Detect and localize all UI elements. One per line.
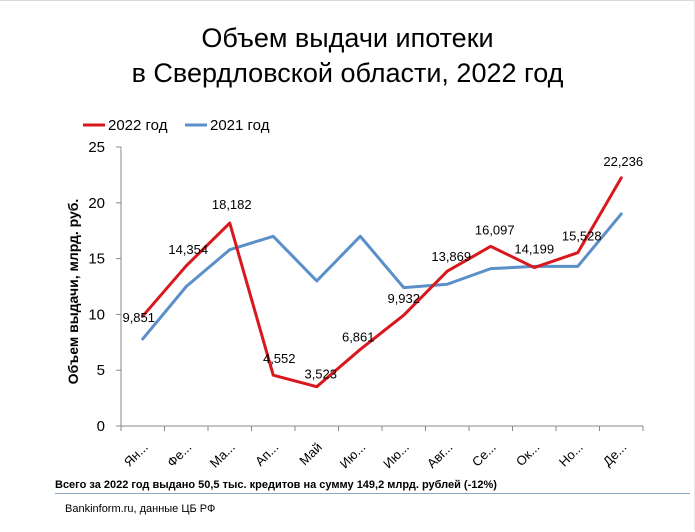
y-axis-title: Объем выдачи, млрд. руб. [65, 199, 81, 385]
data-label-2022: 4,552 [263, 351, 296, 366]
data-point-2021 [403, 287, 405, 289]
data-label-2022: 3,523 [304, 367, 337, 382]
x-tick-label: Ию... [337, 440, 369, 472]
legend-label-2022: 2022 год [108, 117, 168, 134]
data-point-2022 [620, 177, 622, 179]
x-tick-label: Фе... [164, 440, 194, 470]
data-point-2021 [490, 268, 492, 270]
y-tick-label: 25 [88, 139, 105, 156]
data-label-2022: 6,861 [342, 329, 375, 344]
chart-title-line-1: Объем выдачи ипотеки [201, 23, 494, 53]
data-point-2022 [490, 245, 492, 247]
data-point-2021 [316, 280, 318, 282]
y-tick-label: 15 [88, 251, 105, 268]
data-point-2021 [185, 286, 187, 287]
x-tick-label: Но... [556, 440, 586, 470]
x-tick-label: Ок... [513, 440, 542, 469]
data-label-2022: 14,199 [514, 242, 554, 257]
y-tick-label: 20 [88, 195, 105, 212]
x-tick-label: Ян... [121, 440, 151, 470]
data-point-2021 [620, 213, 622, 215]
summary-note: Всего за 2022 год выдано 50,5 тыс. креди… [55, 479, 497, 491]
data-point-2021 [577, 265, 579, 267]
data-label-2022: 15,528 [562, 229, 602, 244]
data-label-2022: 9,932 [387, 291, 420, 306]
data-point-2021 [272, 235, 274, 237]
data-point-2022 [142, 315, 144, 317]
source-credit: Bankinform.ru, данные ЦБ РФ [65, 503, 216, 515]
data-point-2022 [185, 265, 187, 267]
data-point-2021 [359, 235, 361, 237]
data-point-2021 [229, 249, 231, 251]
data-label-2022: 9,851 [122, 310, 155, 325]
chart-title: Объем выдачи ипотеки в Свердловской обла… [0, 21, 695, 91]
data-point-2021 [142, 338, 144, 340]
data-point-2022 [403, 314, 405, 316]
x-tick-label: Ап... [252, 440, 281, 469]
data-point-2022 [316, 386, 318, 388]
y-tick-label: 10 [88, 306, 105, 323]
data-point-2021 [446, 283, 448, 285]
y-tick-label: 5 [97, 362, 105, 379]
data-point-2022 [359, 348, 361, 350]
x-tick-label: Май [296, 440, 325, 469]
series-line-2022 [141, 176, 623, 389]
data-label-2022: 22,236 [603, 154, 643, 169]
x-tick-label: Ма... [207, 440, 238, 471]
data-point-2022 [272, 374, 274, 376]
data-label-2022: 14,354 [168, 242, 208, 257]
data-point-2022 [229, 222, 231, 224]
x-tick-label: Авг... [424, 440, 456, 472]
series-line-2021 [141, 212, 623, 341]
data-label-2022: 18,182 [212, 197, 252, 212]
x-tick-label: Ию... [380, 440, 412, 472]
data-point-2022 [577, 252, 579, 254]
chart-title-line-2: в Свердловской области, 2022 год [131, 58, 564, 88]
divider [55, 493, 690, 494]
data-point-2022 [533, 267, 535, 269]
data-label-2022: 13,869 [431, 249, 471, 264]
x-tick-label: Де... [600, 440, 630, 470]
data-label-2022: 16,097 [475, 222, 515, 237]
data-point-2022 [446, 270, 448, 272]
x-tick-label: Се... [469, 440, 499, 470]
y-tick-label: 0 [97, 418, 105, 435]
legend-label-2021: 2021 год [210, 117, 270, 134]
